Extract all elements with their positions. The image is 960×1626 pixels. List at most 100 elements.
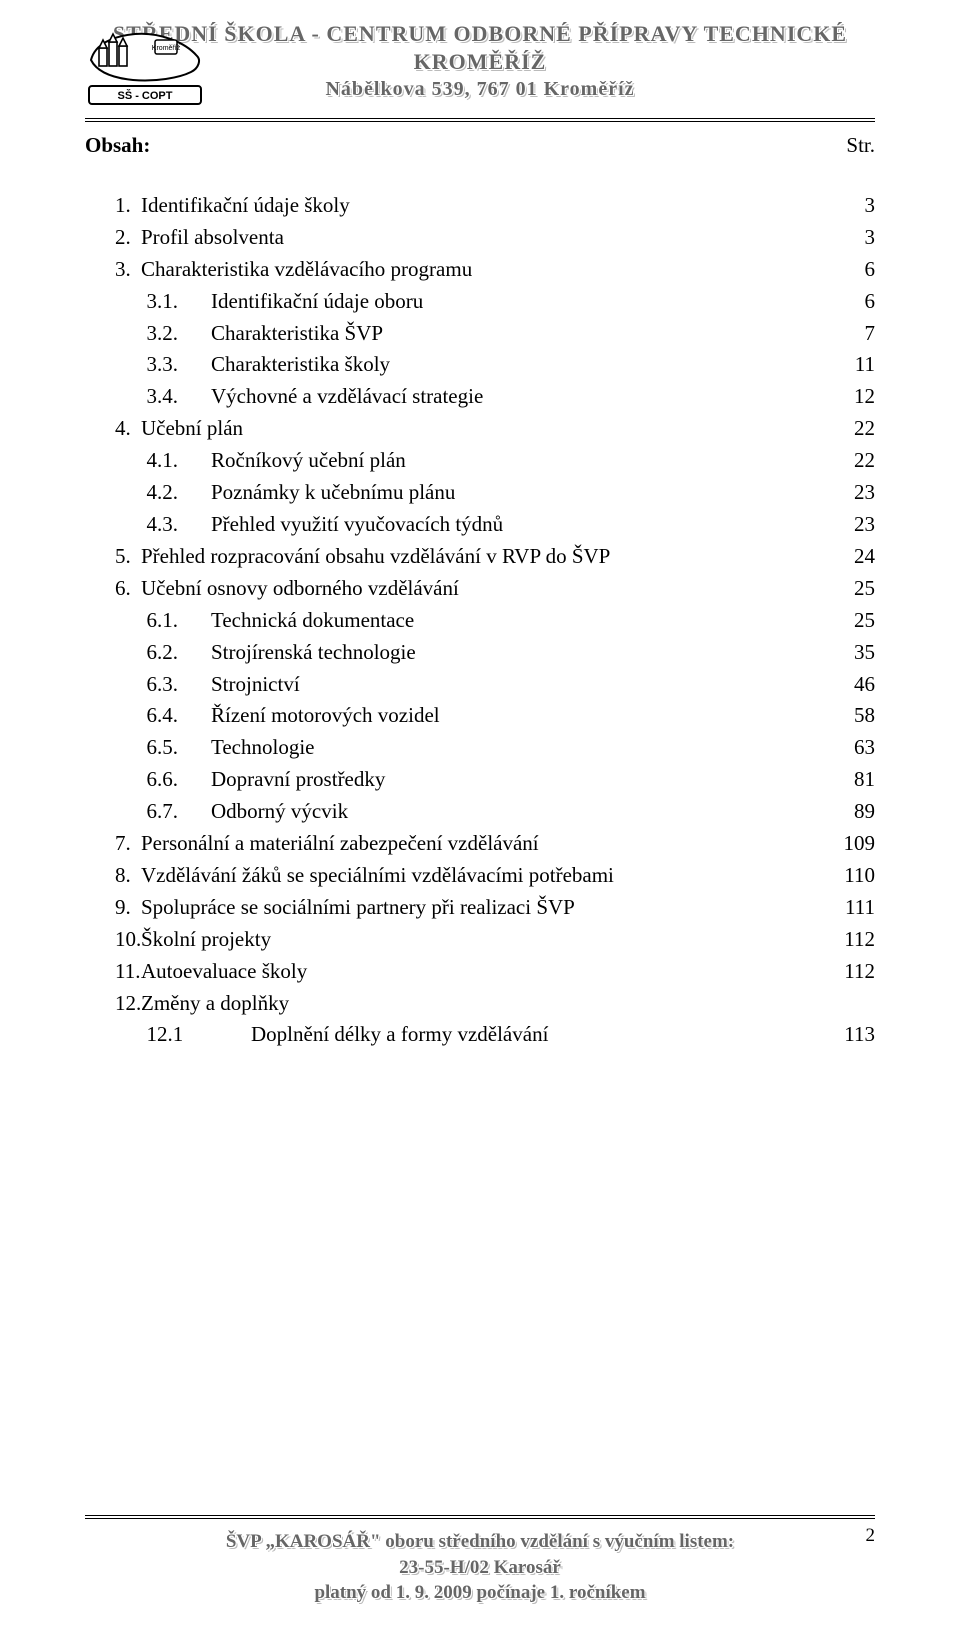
toc-page: 6 — [815, 286, 875, 318]
toc-number: 9. — [115, 892, 141, 924]
toc-row: 12.1Doplnění délky a formy vzdělávání113 — [85, 1019, 875, 1051]
toc-number: 11. — [115, 956, 141, 988]
toc-number: 3.2. — [115, 318, 211, 350]
toc-page: 110 — [815, 860, 875, 892]
toc-text: Řízení motorových vozidel — [211, 700, 815, 732]
header-divider-bottom — [85, 121, 875, 122]
toc-number: 3.3. — [115, 349, 211, 381]
toc-text: Personální a materiální zabezpečení vzdě… — [141, 828, 815, 860]
toc-list: 1.Identifikační údaje školy32.Profil abs… — [85, 190, 875, 1051]
toc-row: 6.4.Řízení motorových vozidel58 — [85, 700, 875, 732]
toc-page: 112 — [815, 924, 875, 956]
toc-text: Doplnění délky a formy vzdělávání — [251, 1019, 815, 1051]
toc-page: 81 — [815, 764, 875, 796]
toc-number: 3. — [115, 254, 141, 286]
toc-page: 22 — [815, 413, 875, 445]
toc-text: Technologie — [211, 732, 815, 764]
footer-text-block: ŠVP „KAROSÁŘ" oboru středního vzdělání s… — [85, 1529, 875, 1606]
school-logo: Kroměříž SŠ - COPT — [85, 26, 205, 108]
toc-page: 12 — [815, 381, 875, 413]
toc-row: 6.Učební osnovy odborného vzdělávání25 — [85, 573, 875, 605]
toc-text: Vzdělávání žáků se speciálními vzdělávac… — [141, 860, 815, 892]
toc-text: Přehled rozpracování obsahu vzdělávání v… — [141, 541, 815, 573]
logo-icon: Kroměříž SŠ - COPT — [85, 26, 205, 108]
toc-text: Charakteristika vzdělávacího programu — [141, 254, 815, 286]
header-divider-top — [85, 118, 875, 119]
toc-page: 3 — [815, 222, 875, 254]
toc-number: 6.3. — [115, 669, 211, 701]
toc-number: 1. — [115, 190, 141, 222]
toc-text: Identifikační údaje školy — [141, 190, 815, 222]
page: Kroměříž SŠ - COPT STŘEDNÍ ŠKOLA - CENTR… — [0, 0, 960, 1626]
toc-page: 25 — [815, 605, 875, 637]
toc-row: 6.6.Dopravní prostředky81 — [85, 764, 875, 796]
toc-text: Učební plán — [141, 413, 815, 445]
toc-text: Změny a doplňky — [141, 988, 815, 1020]
toc-page: 25 — [815, 573, 875, 605]
toc-page: 35 — [815, 637, 875, 669]
footer-line2: 23-55-H/02 Karosář — [85, 1555, 875, 1581]
toc-number: 10. — [115, 924, 141, 956]
toc-row: 6.5.Technologie63 — [85, 732, 875, 764]
toc-number: 12. — [115, 988, 141, 1020]
toc-page: 111 — [815, 892, 875, 924]
page-number: 2 — [866, 1525, 876, 1547]
toc-text: Spolupráce se sociálními partnery při re… — [141, 892, 815, 924]
toc-row: 4.2.Poznámky k učebnímu plánu23 — [85, 477, 875, 509]
footer-line3: platný od 1. 9. 2009 počínaje 1. ročníke… — [85, 1580, 875, 1606]
footer-inner: ŠVP „KAROSÁŘ" oboru středního vzdělání s… — [85, 1521, 875, 1606]
toc-number: 6.6. — [115, 764, 211, 796]
toc-text: Dopravní prostředky — [211, 764, 815, 796]
toc-page: 6 — [815, 254, 875, 286]
toc-row: 3.Charakteristika vzdělávacího programu6 — [85, 254, 875, 286]
toc-text: Charakteristika ŠVP — [211, 318, 815, 350]
toc-number: 2. — [115, 222, 141, 254]
toc-text: Technická dokumentace — [211, 605, 815, 637]
toc-page: 23 — [815, 509, 875, 541]
toc-text: Výchovné a vzdělávací strategie — [211, 381, 815, 413]
toc-page: 11 — [815, 349, 875, 381]
toc-row: 9.Spolupráce se sociálními partnery při … — [85, 892, 875, 924]
toc-number: 6. — [115, 573, 141, 605]
toc-row: 12.Změny a doplňky — [85, 988, 875, 1020]
toc-page: 109 — [815, 828, 875, 860]
toc-number: 4.1. — [115, 445, 211, 477]
page-header: Kroměříž SŠ - COPT STŘEDNÍ ŠKOLA - CENTR… — [85, 20, 875, 122]
toc-text: Profil absolventa — [141, 222, 815, 254]
logo-caption: SŠ - COPT — [117, 89, 172, 102]
logo-region-label: Kroměříž — [152, 45, 181, 52]
toc-text: Školní projekty — [141, 924, 815, 956]
toc-row: 4.3.Přehled využití vyučovacích týdnů23 — [85, 509, 875, 541]
toc-row: 10.Školní projekty112 — [85, 924, 875, 956]
toc-text: Charakteristika školy — [211, 349, 815, 381]
toc-row: 8.Vzdělávání žáků se speciálními vzděláv… — [85, 860, 875, 892]
toc-number: 4.3. — [115, 509, 211, 541]
toc-page: 58 — [815, 700, 875, 732]
toc-row: 11.Autoevaluace školy112 — [85, 956, 875, 988]
toc-text: Učební osnovy odborného vzdělávání — [141, 573, 815, 605]
toc-number: 7. — [115, 828, 141, 860]
toc-text: Strojnictví — [211, 669, 815, 701]
toc-page: 7 — [815, 318, 875, 350]
toc-number: 6.2. — [115, 637, 211, 669]
toc-number: 4.2. — [115, 477, 211, 509]
page-footer: ŠVP „KAROSÁŘ" oboru středního vzdělání s… — [0, 1515, 960, 1606]
toc-text: Strojírenská technologie — [211, 637, 815, 669]
toc-page: 63 — [815, 732, 875, 764]
toc-number: 3.4. — [115, 381, 211, 413]
toc-row: 5.Přehled rozpracování obsahu vzdělávání… — [85, 541, 875, 573]
toc-row: 3.4.Výchovné a vzdělávací strategie12 — [85, 381, 875, 413]
toc-number: 6.7. — [115, 796, 211, 828]
toc-page-header: Str. — [846, 130, 875, 162]
toc-number: 8. — [115, 860, 141, 892]
toc-page: 89 — [815, 796, 875, 828]
toc-page: 113 — [815, 1019, 875, 1051]
toc-number: 6.1. — [115, 605, 211, 637]
content: Obsah: Str. 1.Identifikační údaje školy3… — [85, 122, 875, 1051]
toc-text: Autoevaluace školy — [141, 956, 815, 988]
toc-row: 3.1.Identifikační údaje oboru6 — [85, 286, 875, 318]
toc-row: 6.3.Strojnictví46 — [85, 669, 875, 701]
toc-row: 7.Personální a materiální zabezpečení vz… — [85, 828, 875, 860]
toc-row: 3.3.Charakteristika školy11 — [85, 349, 875, 381]
toc-row: 1.Identifikační údaje školy3 — [85, 190, 875, 222]
